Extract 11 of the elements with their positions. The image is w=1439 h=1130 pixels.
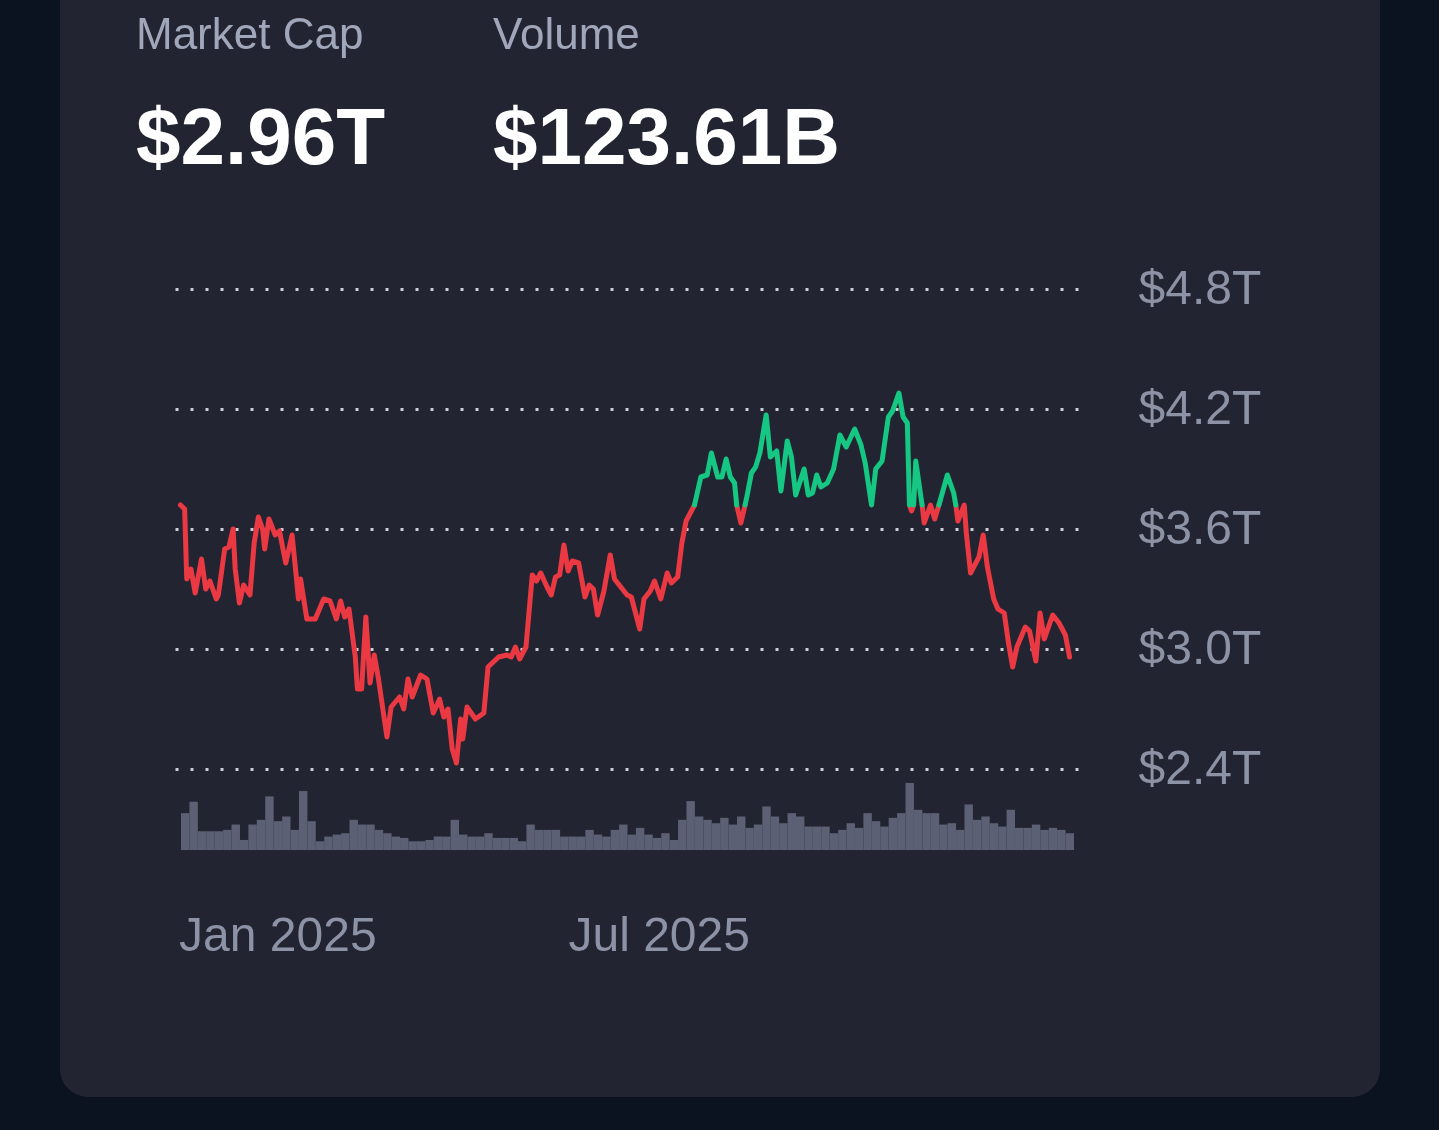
y-tick-label: $3.6T — [1138, 500, 1262, 554]
text: $123.61B — [493, 92, 840, 181]
text: Market Cap — [136, 9, 364, 58]
x-tick-label: Jan 2025 — [179, 907, 377, 961]
y-tick-label: $4.2T — [1138, 380, 1262, 434]
text: $2.96T — [136, 92, 386, 181]
text: Volume — [493, 9, 640, 58]
y-tick-label: $3.0T — [1138, 620, 1262, 674]
y-tick-label: $2.4T — [1138, 740, 1262, 794]
x-tick-label: Jul 2025 — [568, 907, 750, 961]
y-tick-label: $4.8T — [1138, 260, 1262, 314]
